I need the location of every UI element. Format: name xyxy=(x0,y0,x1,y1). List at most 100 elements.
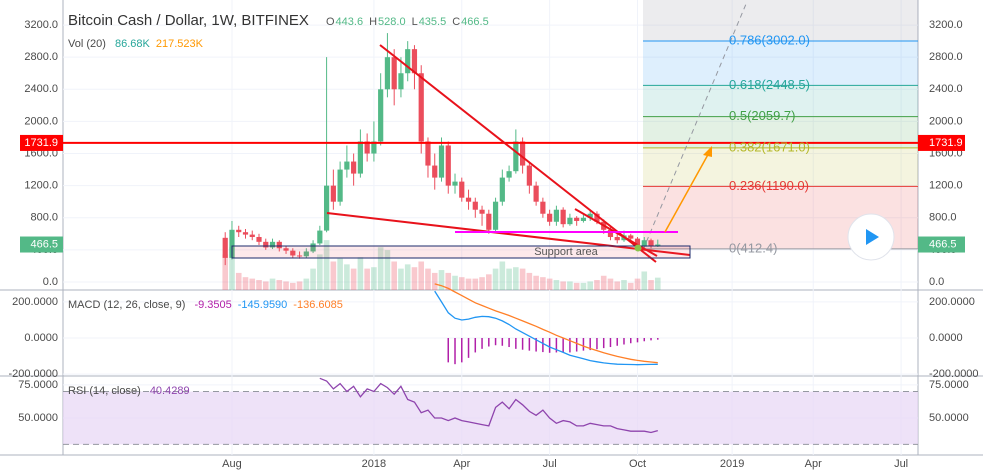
candle-body xyxy=(445,145,451,186)
candle-body xyxy=(229,229,235,258)
candle-body xyxy=(533,185,539,202)
volume-bar xyxy=(567,281,573,290)
volume-bar xyxy=(492,268,499,290)
volume-bar xyxy=(519,268,526,290)
volume-bar xyxy=(256,280,262,290)
y-tick-label: 2800.0 xyxy=(929,51,963,63)
volume-bar xyxy=(513,267,519,290)
y-tick-label: 2000.0 xyxy=(929,115,963,127)
volume-bar xyxy=(560,281,566,290)
volume-value: 86.68K xyxy=(114,38,150,50)
candle-body xyxy=(594,213,600,222)
volume-bar xyxy=(384,250,391,290)
chart-title: Bitcoin Cash / Dollar, 1W, BITFINEX xyxy=(68,12,309,29)
volume-bar xyxy=(330,261,337,290)
y-tick-label: 3200.0 xyxy=(929,19,963,31)
fib-label: 0.236(1190.0) xyxy=(729,178,809,193)
candle-body xyxy=(222,237,228,258)
candle-body xyxy=(344,161,350,170)
candle-body xyxy=(472,201,478,210)
candle-body xyxy=(236,229,242,233)
play-icon[interactable] xyxy=(866,229,879,245)
candle-body xyxy=(290,250,296,256)
candle-body xyxy=(405,49,411,74)
volume-bar xyxy=(594,280,600,290)
volume-bar xyxy=(445,272,452,290)
candle-body xyxy=(276,241,282,249)
candle-body xyxy=(634,238,641,247)
candle-body xyxy=(432,165,438,178)
volume-bar xyxy=(627,282,634,290)
y-tick-label: 2000.0 xyxy=(24,115,58,127)
candle-body xyxy=(398,73,404,90)
volume-bar xyxy=(283,281,289,290)
macd-value: -145.9590 xyxy=(237,299,288,311)
ohlc-value: 443.6 xyxy=(335,16,364,28)
volume-bar xyxy=(438,270,445,290)
candle-body xyxy=(317,230,323,244)
candle-body xyxy=(438,145,445,178)
candle-body xyxy=(391,57,397,90)
support-box xyxy=(231,245,691,259)
y-tick-label: 50.0000 xyxy=(18,412,58,424)
y-tick-label: 3200.0 xyxy=(24,19,58,31)
drawings: Support area xyxy=(231,3,747,263)
ohlc-value: 466.5 xyxy=(461,16,489,28)
x-tick-label: 2019 xyxy=(720,458,744,470)
macd-value: -136.6085 xyxy=(293,299,343,311)
candle-body xyxy=(256,237,262,242)
volume-bar xyxy=(290,282,296,290)
fib-label: 0.5(2059.7) xyxy=(729,108,796,123)
candle-body xyxy=(628,235,634,239)
y-tick-label: 50.0000 xyxy=(929,412,969,424)
volume-bar xyxy=(546,278,553,290)
ohlc-letter: H xyxy=(369,16,378,28)
rsi-value: 40.4289 xyxy=(149,385,190,397)
volume-bar xyxy=(418,261,425,290)
x-tick-label: Aug xyxy=(222,458,242,470)
volume-bar xyxy=(364,268,370,290)
candle-body xyxy=(242,232,249,235)
candle-body xyxy=(567,217,573,225)
candle-body xyxy=(364,141,370,154)
volume-bar xyxy=(425,268,431,290)
volume-bar xyxy=(472,278,479,290)
volume-bar xyxy=(648,280,654,290)
volume-bar xyxy=(465,278,472,290)
rsi-header: RSI (14, close) 40.4289 xyxy=(68,385,196,397)
candle-body xyxy=(459,181,465,198)
volume-bar xyxy=(269,278,276,290)
volume-bar xyxy=(431,272,438,290)
candle-body xyxy=(283,248,289,251)
volume-bar xyxy=(310,268,316,290)
axis-labels: Aug2018AprJulOct2019AprJul0.00.0400.0400… xyxy=(8,19,978,470)
candle-body xyxy=(587,213,593,218)
volume-bar xyxy=(398,268,404,290)
x-tick-label: Jul xyxy=(543,458,557,470)
candle-body xyxy=(269,241,276,248)
volume-bar xyxy=(573,282,580,290)
volume-title: Vol (20) xyxy=(68,38,106,50)
volume-header: Vol (20) 86.68K 217.523K xyxy=(68,38,209,50)
fib-zone xyxy=(643,0,918,41)
candle-body xyxy=(337,169,343,202)
candle-body xyxy=(452,181,458,186)
volume-bar xyxy=(337,258,343,290)
arrow xyxy=(664,150,711,233)
candle-body xyxy=(351,161,357,174)
candle-body xyxy=(330,185,336,202)
volume-bar xyxy=(411,267,418,290)
candle-body xyxy=(249,234,255,238)
play-button[interactable] xyxy=(847,213,895,261)
last-price-label-box xyxy=(20,236,63,253)
volume-bar xyxy=(229,247,235,290)
x-tick-label: Apr xyxy=(453,458,470,470)
volume-bar xyxy=(641,271,648,290)
marker xyxy=(634,244,642,252)
y-tick-label: 0.0000 xyxy=(929,332,963,344)
y-tick-label: 0.0 xyxy=(43,276,58,288)
candle-body xyxy=(263,241,269,248)
fib-zone xyxy=(643,147,918,187)
volume-bar xyxy=(452,275,458,290)
y-tick-label: 2400.0 xyxy=(929,83,963,95)
